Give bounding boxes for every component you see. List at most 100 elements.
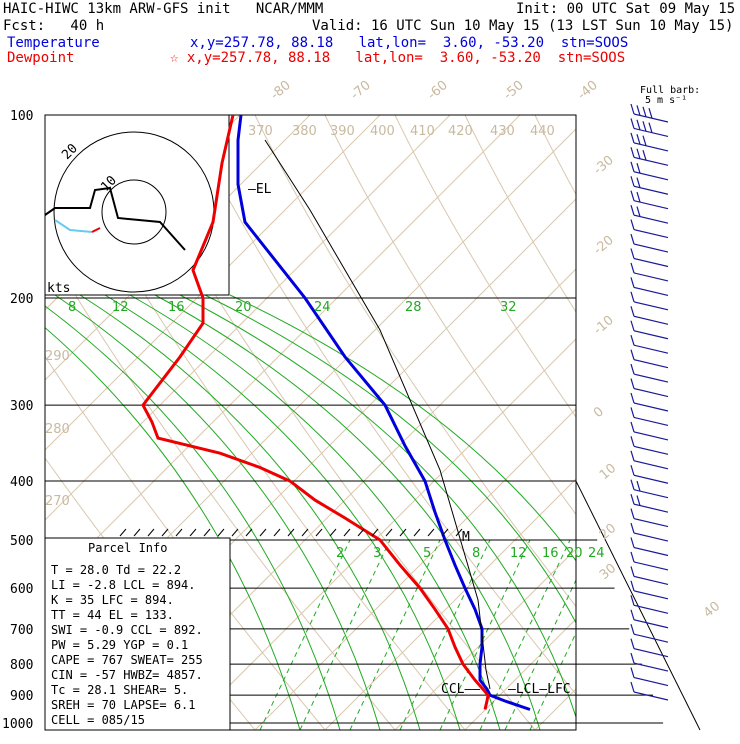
mixing-ratio-line xyxy=(439,539,531,730)
parcel-info-row: SREH = 70 LAPSE= 6.1 xyxy=(51,698,196,712)
hodograph-units: kts xyxy=(47,281,70,296)
wind-barb xyxy=(630,306,669,325)
melting-hatch xyxy=(329,528,337,537)
plot-frame xyxy=(44,114,577,731)
mixing-ratio-label: 20 xyxy=(235,300,252,315)
moist-adiabat-line xyxy=(154,294,541,730)
melting-hatch xyxy=(315,528,323,537)
wind-barb xyxy=(630,190,669,210)
wind-barb-staff xyxy=(633,546,669,557)
wind-barb xyxy=(630,551,669,571)
wind-barb-staff xyxy=(633,604,669,614)
dewpoint-location-info: ☆ x,y=257.78, 88.18 lat,lon= 3.60, -53.2… xyxy=(170,50,626,66)
wind-barb xyxy=(630,681,669,701)
moist-adiabat-line xyxy=(129,294,501,730)
mixing-ratio-label: 3 xyxy=(373,546,381,561)
theta-label: 400 xyxy=(370,124,395,139)
mixing-ratio-label: 12 xyxy=(510,546,527,561)
dry-adiabat-line xyxy=(675,115,740,730)
wind-barb-flag xyxy=(630,176,635,187)
wind-barb-staff xyxy=(633,200,669,210)
mixing-ratio-label: 20 xyxy=(566,546,583,561)
wind-barb-flag xyxy=(630,132,635,144)
wind-barb xyxy=(630,378,669,398)
wind-barb-flag xyxy=(630,233,635,245)
valid-time: Valid: 16 UTC Sun 10 May 15 (13 LST Sun … xyxy=(312,18,734,34)
wind-barb-flag xyxy=(636,119,641,131)
mixing-ratio-label: 24 xyxy=(588,546,605,561)
mixing-ratio-label: 32 xyxy=(500,300,517,315)
wind-barb xyxy=(630,580,669,600)
pressure-tick-label: 800 xyxy=(10,658,33,673)
melting-hatch xyxy=(119,528,127,537)
wind-barb xyxy=(630,522,669,542)
wind-barb xyxy=(630,349,669,369)
wind-barb-flag xyxy=(630,161,635,172)
wind-barb-flag xyxy=(630,291,635,303)
forecast-hour: Fcst: 40 h xyxy=(3,18,105,34)
wind-barb-staff xyxy=(633,633,669,643)
wind-barb-flag xyxy=(630,522,635,534)
wind-barb xyxy=(630,320,669,340)
wind-barb-staff xyxy=(633,474,669,484)
isotherm-line xyxy=(184,338,576,730)
dry-adiabat-line xyxy=(534,115,576,196)
mixing-ratio-line xyxy=(479,539,571,730)
hodograph-trace xyxy=(44,186,186,251)
melting-hatch xyxy=(441,528,449,537)
wind-barb-staff xyxy=(633,503,669,513)
theta-label: 390 xyxy=(330,124,355,139)
lcl-label: —LCL—LFC xyxy=(508,682,571,697)
melting-hatch xyxy=(231,528,239,537)
dry-adiabat-line xyxy=(45,355,326,730)
isotherm-label: 10 xyxy=(597,461,619,483)
wind-barb-staff xyxy=(633,431,669,441)
wind-barb-staff xyxy=(633,286,669,296)
wind-barb xyxy=(630,147,669,166)
parcel-info-box xyxy=(44,537,231,731)
temperature-profile xyxy=(236,115,531,711)
wind-barb-staff xyxy=(633,402,669,412)
wind-barb-flag xyxy=(636,495,641,506)
wind-barb-staff xyxy=(633,359,669,369)
wind-barb-flag xyxy=(630,407,635,418)
melting-hatch xyxy=(371,528,379,537)
wind-barb-staff xyxy=(633,532,669,542)
melting-hatch xyxy=(413,528,421,537)
melting-hatch xyxy=(399,528,407,537)
wind-barb-staff xyxy=(633,676,669,687)
barb-scale-title: Full barb: xyxy=(640,85,701,96)
wind-barb-staff xyxy=(633,214,669,224)
parcel-curve xyxy=(264,139,491,690)
wind-barb xyxy=(630,436,669,455)
mixing-ratio-label: 2 xyxy=(336,546,344,561)
melting-hatch xyxy=(385,528,393,537)
wind-barb-flag xyxy=(630,667,635,678)
isotherm-line xyxy=(45,115,381,451)
wind-barb xyxy=(630,407,669,427)
melting-hatch xyxy=(189,528,197,537)
pressure-tick-label: 900 xyxy=(10,689,33,704)
wind-barb-staff xyxy=(633,142,669,152)
hodograph-trace-low xyxy=(54,219,93,233)
wind-barb-staff xyxy=(633,575,669,585)
wind-barb xyxy=(630,118,669,138)
mixing-ratio-label: 12 xyxy=(112,300,129,315)
wind-barb-flag xyxy=(630,190,635,201)
wind-barb-flag xyxy=(630,335,635,346)
wind-barb-staff xyxy=(633,156,669,166)
wind-barb xyxy=(630,595,669,614)
parcel-info-row: LI = -2.8 LCL = 894. xyxy=(51,578,196,592)
wind-barb-staff xyxy=(633,171,669,181)
isotherm-label: -60 xyxy=(425,78,451,103)
wind-barb-staff xyxy=(633,387,669,398)
dry-adiabat-line xyxy=(45,244,396,730)
isotherm-line xyxy=(45,115,451,521)
wind-barb-flag xyxy=(630,479,635,490)
dry-adiabat-line xyxy=(464,115,576,313)
isotherm-label: -80 xyxy=(268,78,294,103)
wind-barb xyxy=(630,392,669,412)
melting-hatch xyxy=(357,528,365,537)
mixing-ratio-label: 24 xyxy=(314,300,331,315)
wind-barb-flag xyxy=(630,204,635,216)
